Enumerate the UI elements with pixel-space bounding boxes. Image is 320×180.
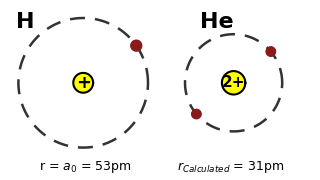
Polygon shape: [222, 71, 245, 95]
Text: 2+: 2+: [222, 75, 245, 90]
Polygon shape: [131, 40, 142, 51]
Text: r = $a_0$ = 53pm: r = $a_0$ = 53pm: [39, 159, 131, 175]
Text: $r_{Calculated}$ = 31pm: $r_{Calculated}$ = 31pm: [177, 159, 284, 175]
Text: +: +: [76, 74, 91, 92]
Polygon shape: [73, 73, 93, 93]
Polygon shape: [266, 47, 276, 56]
Text: H: H: [16, 12, 35, 32]
Polygon shape: [192, 109, 201, 119]
Text: He: He: [200, 12, 234, 32]
